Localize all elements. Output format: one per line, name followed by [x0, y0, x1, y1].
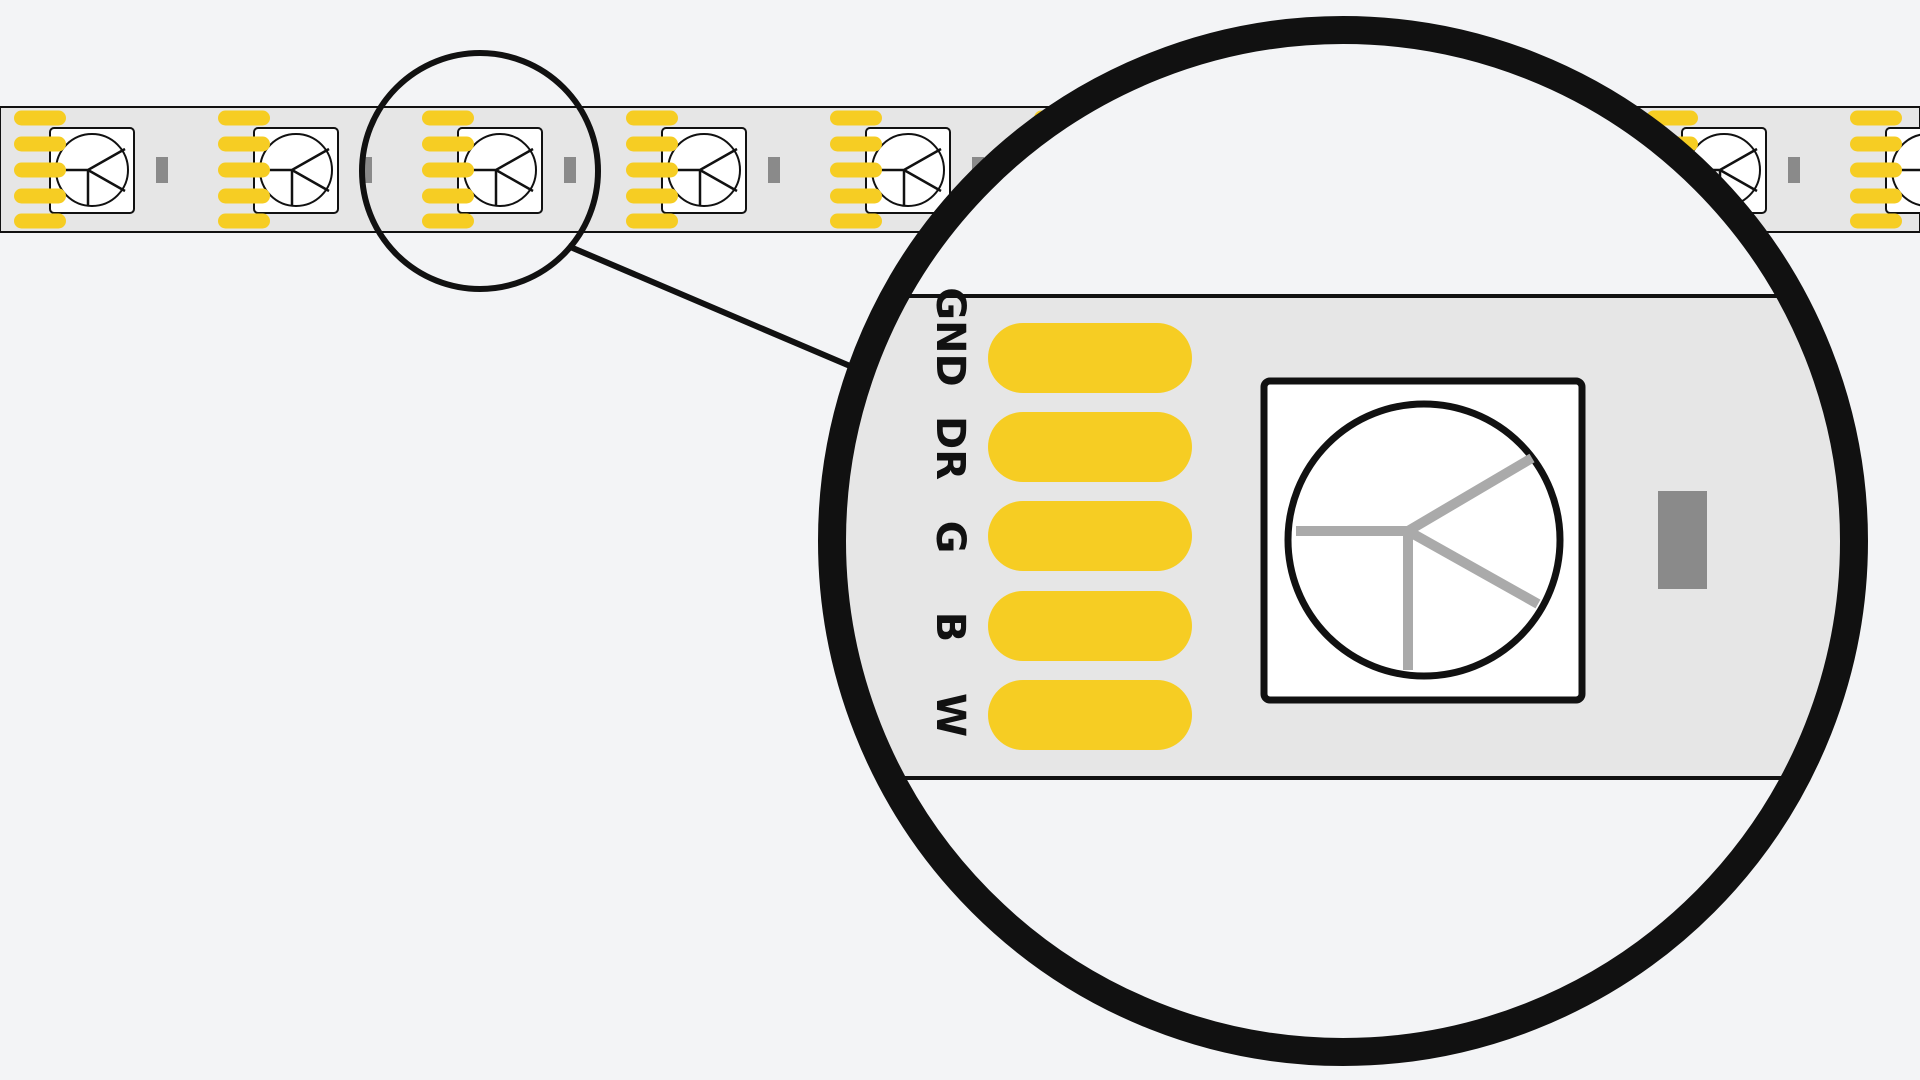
smd-led-icon [865, 127, 951, 214]
strip-pad [830, 213, 882, 229]
pad [988, 680, 1192, 750]
strip-pad [14, 110, 66, 126]
strip-pad-group [1850, 110, 1902, 229]
strip-pad-group [422, 110, 474, 229]
strip-pad [218, 213, 270, 229]
strip-pad [626, 213, 678, 229]
smd-led-icon [457, 127, 543, 214]
strip-pad [218, 188, 270, 204]
pin-labels: GND DR G B W [927, 287, 973, 737]
strip-pad [830, 188, 882, 204]
pad [988, 323, 1192, 393]
strip-pad-group [830, 110, 882, 229]
smd-led-icon [661, 127, 747, 214]
strip-pad [422, 213, 474, 229]
strip-pad [218, 136, 270, 152]
strip-pad [422, 110, 474, 126]
strip-pad [1850, 136, 1902, 152]
pin-label-dr: DR [927, 416, 973, 480]
strip-pad [1850, 213, 1902, 229]
strip-pad [830, 110, 882, 126]
strip-pad [14, 136, 66, 152]
resistor-icon [156, 157, 168, 183]
strip-pad [626, 162, 678, 178]
led-symbol-lines [1296, 453, 1541, 670]
strip-pad [422, 188, 474, 204]
pad [988, 412, 1192, 482]
zoomed-led [1260, 377, 1586, 704]
resistor-icon [1658, 491, 1707, 589]
resistor-icon [564, 157, 576, 183]
pin-label-gnd: GND [927, 287, 973, 387]
pin-label-b: B [927, 612, 973, 643]
resistor-icon [1788, 157, 1800, 183]
magnifier-callout [359, 50, 852, 369]
strip-pad [1850, 162, 1902, 178]
strip-pad [218, 110, 270, 126]
strip-pad-group [626, 110, 678, 229]
pin-label-w: W [927, 693, 973, 737]
strip-pad [1850, 188, 1902, 204]
strip-pad [1646, 110, 1698, 126]
callout-line [566, 243, 852, 369]
strip-pad [1850, 110, 1902, 126]
pin-label-g: G [927, 521, 973, 554]
strip-pad-group [14, 110, 66, 229]
zoomed-pads [988, 323, 1192, 750]
pad [988, 591, 1192, 661]
strip-pad [422, 162, 474, 178]
led-symbol [872, 147, 942, 206]
strip-pad [626, 110, 678, 126]
led-symbol [56, 147, 126, 206]
strip-pad [626, 136, 678, 152]
strip-pad [218, 162, 270, 178]
strip-pad [14, 213, 66, 229]
zoom-circle-border [818, 16, 1868, 1066]
smd-led-icon [49, 127, 135, 214]
strip-pad [830, 136, 882, 152]
strip-pad [14, 188, 66, 204]
led-symbol [668, 147, 738, 206]
strip-pad [830, 162, 882, 178]
pad [988, 501, 1192, 571]
magnifier-circle-icon [359, 50, 601, 292]
strip-pad [422, 136, 474, 152]
strip-pad-group [218, 110, 270, 229]
led-symbol [1892, 168, 1920, 172]
zoomed-view: GND DR G B W [818, 16, 1868, 1066]
led-symbol [464, 147, 534, 206]
resistor-icon [768, 157, 780, 183]
strip-pad [626, 188, 678, 204]
strip-pad [14, 162, 66, 178]
led-symbol [260, 147, 330, 206]
